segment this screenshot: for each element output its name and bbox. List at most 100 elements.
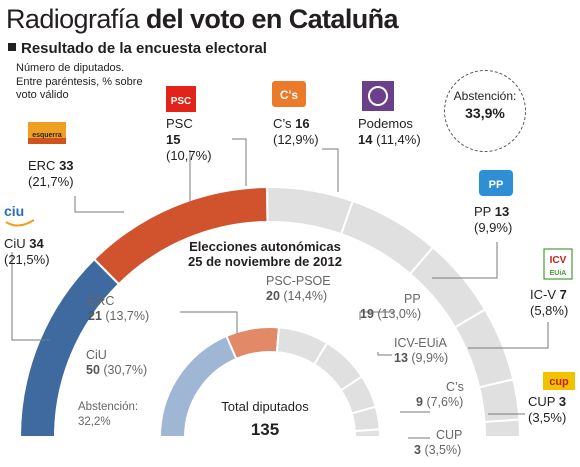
pp-logo: PP (479, 170, 513, 196)
cup-pct: (3,5%) (528, 410, 567, 425)
label-pp: PP 13 (9,9%) (474, 204, 512, 236)
erc-logo: esquerra (28, 122, 66, 144)
label-podemos: Podemos 14 (11,4%) (358, 116, 421, 148)
inner-label-pscpsoe: PSC-PSOE 20 (14,4%) (266, 274, 331, 304)
ciu-seats: 34 (29, 236, 44, 251)
inner-label-icveuia: ICV-EUiA 13 (9,9%) (394, 336, 448, 366)
leader-pp (432, 242, 498, 279)
cs-logo-text: C's (280, 88, 299, 102)
leader-cs (232, 138, 247, 186)
in-ciu-seats: 50 (86, 363, 100, 377)
subtitle-text: Resultado de la encuesta electoral (21, 40, 267, 57)
podemos-seats: 14 (358, 132, 373, 147)
ciu-name: CiU (4, 236, 26, 251)
label-cup: CUP 3 (3,5%) (528, 394, 566, 426)
in-cup-pct: (3,5%) (424, 443, 462, 457)
erc-seats: 33 (59, 158, 74, 173)
erc-name: ERC (28, 158, 56, 173)
icv-seats: 7 (559, 287, 567, 302)
erc-pct: (21,7%) (28, 174, 74, 189)
icv-name: IC-V (530, 287, 556, 302)
inner-label-pp: PP 19 (13,0%) (360, 292, 421, 322)
outer-segment-ic-v (478, 378, 521, 424)
in-psc-pct: (14,4%) (283, 289, 328, 303)
pp-logo-text: PP (489, 179, 504, 191)
title-light: Radiografía (6, 4, 140, 34)
in-abst-name: Abstención: (78, 401, 139, 413)
page-title: Radiografía del voto en Cataluña (6, 4, 399, 34)
podemos-name: Podemos (358, 116, 413, 131)
in-cup-seats: 3 (414, 443, 421, 457)
in-pp-pct: (13,0%) (377, 307, 422, 321)
in-icv-seats: 13 (394, 351, 408, 365)
in-abst-value: 32,2% (78, 416, 111, 428)
psc-logo-text: PSC (171, 96, 192, 107)
subtitle: Resultado de la encuesta electoral (8, 40, 267, 57)
abstention-label: Abstención: (453, 89, 517, 103)
outer-segment-erc (92, 186, 269, 286)
icv-pct: (5,8%) (530, 303, 569, 318)
label-psc: PSC 15 (10,7%) (166, 116, 212, 164)
cs-pct: (12,9%) (273, 132, 319, 147)
leader-erc (74, 196, 124, 213)
in-cup-name: CUP (436, 428, 463, 442)
psc-name: PSC (166, 116, 193, 131)
cs-logo: C's (272, 81, 306, 107)
cup-logo: cup (543, 372, 575, 390)
label-cs: C’s 16 (12,9%) (273, 116, 319, 148)
in-icv-pct: (9,9%) (411, 351, 449, 365)
label-ciu: CiU 34 (21,5%) (4, 236, 50, 268)
ciu-logo-text: ciu (4, 203, 24, 219)
leader-in-pp (359, 311, 395, 320)
leader-podemos (322, 148, 339, 192)
inner-label-ciu: CiU 50 (30,7%) (86, 348, 147, 378)
inner-label-abst: Abstención: 32,2% (78, 400, 138, 430)
in-pp-seats: 19 (360, 307, 374, 321)
in-psc-seats: 20 (266, 289, 280, 303)
erc-logo-text: esquerra (32, 132, 62, 139)
psc-logo: PSC (166, 86, 196, 112)
in-cs-pct: (7,6%) (426, 395, 464, 409)
center-title: Elecciones autonómicas 25 de noviembre d… (160, 239, 370, 269)
pp-seats: 13 (494, 204, 510, 219)
abstention-badge: Abstención: 33,9% (444, 70, 526, 152)
psc-seats: 15 (166, 132, 181, 147)
outer-segment-cup (483, 418, 522, 438)
in-pp-name: PP (404, 292, 421, 306)
leader-lines (11, 138, 549, 439)
ciu-pct: (21,5%) (4, 252, 50, 267)
total-value: 135 (250, 420, 280, 439)
outer-ring (18, 186, 522, 438)
in-erc-name: ERC (88, 294, 115, 308)
total-label: Total diputados (221, 399, 309, 414)
icv-logo-text-1: ICV (550, 255, 567, 266)
inner-ring (158, 326, 382, 438)
center-title-2: 25 de noviembre de 2012 (188, 254, 342, 269)
inner-label-cup: CUP 3 (3,5%) (414, 428, 462, 458)
label-erc: ERC 33 (21,7%) (28, 158, 74, 190)
inner-segment-erc (225, 326, 281, 361)
title-bold: del voto en Cataluña (145, 4, 399, 34)
in-cs-name: C’s (446, 380, 464, 394)
cs-name: C’s (273, 116, 292, 131)
ciu-logo: ciu (4, 203, 35, 227)
psc-pct: (10,7%) (166, 148, 212, 163)
label-icv: IC-V 7 (5,8%) (530, 287, 568, 319)
inner-segment-cup (353, 428, 382, 438)
in-erc-seats: 21 (88, 309, 102, 323)
cup-seats: 3 (558, 394, 567, 409)
in-ciu-pct: (30,7%) (103, 363, 148, 377)
abstention-value: 33,9% (465, 105, 505, 121)
cs-seats: 16 (295, 116, 310, 131)
outer-segment-psc (266, 186, 355, 236)
leader-in-icv (377, 352, 392, 356)
center-title-1: Elecciones autonómicas (189, 239, 341, 254)
note: Número de diputados. Entre paréntesis, %… (16, 62, 143, 101)
in-erc-pct: (13,7%) (105, 309, 150, 323)
in-ciu-name: CiU (86, 348, 107, 362)
inner-label-erc: ERC 21 (13,7%) (88, 294, 149, 324)
podemos-pct: (11,4%) (376, 132, 421, 147)
leader-ciu (11, 252, 50, 341)
cup-logo-text: cup (549, 376, 569, 388)
